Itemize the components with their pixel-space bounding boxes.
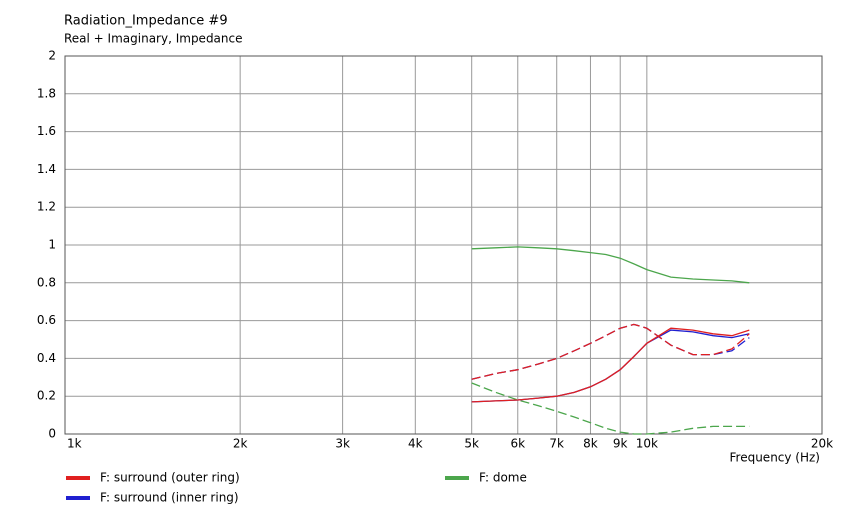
x-axis-label: Frequency (Hz) — [730, 451, 821, 465]
y-tick-label: 0.8 — [37, 275, 56, 289]
plot-border — [64, 55, 823, 435]
legend-swatch — [66, 476, 90, 480]
y-tick-label: 1 — [48, 238, 56, 252]
series-line — [471, 323, 750, 380]
x-tick-label: 8k — [583, 437, 598, 451]
x-tick-label: 20k — [811, 437, 833, 451]
x-tick-label: 10k — [636, 437, 658, 451]
y-tick-label: 0 — [48, 427, 56, 441]
series-line — [471, 246, 750, 284]
legend-label: F: dome — [479, 471, 527, 485]
series-line — [471, 382, 750, 435]
legend-swatch — [66, 496, 90, 500]
y-tick-label: 1.2 — [37, 200, 56, 214]
legend-label: F: surround (inner ring) — [100, 491, 239, 505]
x-tick-label: 6k — [510, 437, 525, 451]
x-tick-label: 1k — [67, 437, 82, 451]
x-tick-label: 7k — [549, 437, 564, 451]
y-tick-label: 1.4 — [37, 162, 56, 176]
y-tick-label: 0.2 — [37, 389, 56, 403]
x-tick-label: 2k — [233, 437, 248, 451]
x-tick-label: 5k — [464, 437, 479, 451]
y-tick-label: 0.6 — [37, 313, 56, 327]
x-tick-label: 3k — [335, 437, 350, 451]
y-tick-label: 0.4 — [37, 351, 56, 365]
legend-swatch — [445, 476, 469, 480]
y-tick-label: 1.6 — [37, 124, 56, 138]
series-line — [471, 327, 750, 403]
y-tick-label: 1.8 — [37, 86, 56, 100]
y-tick-label: 2 — [48, 49, 56, 63]
legend-label: F: surround (outer ring) — [100, 471, 240, 485]
x-tick-label: 4k — [408, 437, 423, 451]
x-tick-label: 9k — [613, 437, 628, 451]
chart-title: Radiation_Impedance #9 — [64, 14, 228, 29]
chart-subtitle: Real + Imaginary, Impedance — [64, 32, 243, 46]
